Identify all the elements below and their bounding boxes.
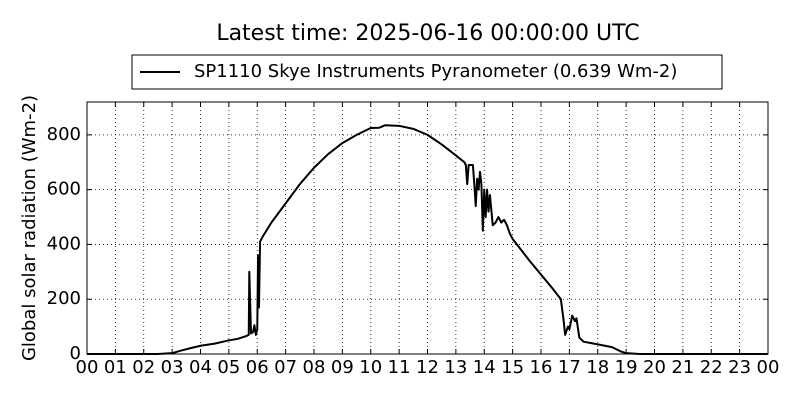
x-tick-label: 11	[388, 357, 411, 378]
x-tick-label: 23	[728, 357, 751, 378]
x-tick-label: 15	[501, 357, 524, 378]
data-line	[87, 124, 768, 355]
legend-label: SP1110 Skye Instruments Pyranometer (0.6…	[194, 61, 677, 82]
x-tick-label: 12	[416, 357, 439, 378]
x-tick-label: 14	[473, 357, 496, 378]
x-tick-label: 00	[757, 357, 780, 378]
y-axis-label: Global solar radiation (Wm-2)	[19, 95, 40, 361]
plot-frame	[86, 101, 769, 355]
y-tick-label: 800	[47, 124, 81, 145]
x-tick-label: 05	[217, 357, 240, 378]
x-tick-label: 00	[76, 357, 99, 378]
y-tick-label: 200	[47, 288, 81, 309]
x-tick-label: 21	[671, 357, 694, 378]
x-tick-label: 06	[246, 357, 269, 378]
x-tick-label: 13	[444, 357, 467, 378]
y-tick-label: 0	[70, 343, 81, 364]
x-tick-label: 07	[274, 357, 297, 378]
x-tick-label: 10	[359, 357, 382, 378]
x-tick-label: 16	[530, 357, 553, 378]
x-tick-label: 19	[615, 357, 638, 378]
x-tick-label: 09	[331, 357, 354, 378]
x-tick-label: 18	[586, 357, 609, 378]
y-tick-label: 400	[47, 233, 81, 254]
x-tick-label: 02	[132, 357, 155, 378]
chart-title: Latest time: 2025-06-16 00:00:00 UTC	[216, 21, 639, 46]
legend: SP1110 Skye Instruments Pyranometer (0.6…	[140, 61, 677, 82]
y-tick-label: 600	[47, 179, 81, 200]
x-tick-label: 17	[558, 357, 581, 378]
x-tick-label: 22	[700, 357, 723, 378]
legend-box	[131, 54, 723, 90]
x-tick-label: 01	[104, 357, 127, 378]
x-tick-label: 08	[303, 357, 326, 378]
x-tick-label: 04	[189, 357, 212, 378]
x-tick-label: 03	[161, 357, 184, 378]
x-tick-label: 20	[643, 357, 666, 378]
